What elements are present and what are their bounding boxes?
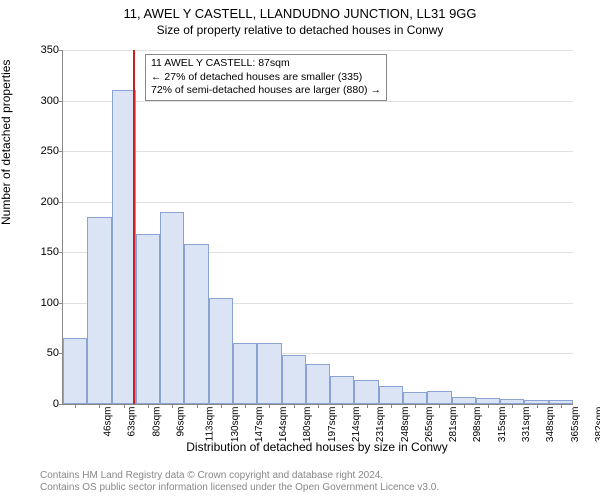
x-tick-mark bbox=[439, 404, 440, 408]
histogram-bar bbox=[209, 298, 233, 404]
chart-title: 11, AWEL Y CASTELL, LLANDUDNO JUNCTION, … bbox=[0, 0, 600, 21]
x-axis-label: Distribution of detached houses by size … bbox=[62, 440, 572, 454]
x-tick-mark bbox=[269, 404, 270, 408]
x-tick-mark bbox=[342, 404, 343, 408]
y-tick-label: 0 bbox=[25, 398, 59, 410]
x-tick-label: 248sqm bbox=[400, 407, 411, 443]
histogram-bar bbox=[427, 391, 451, 404]
x-tick-label: 365sqm bbox=[570, 407, 581, 443]
x-tick-mark bbox=[99, 404, 100, 408]
x-tick-label: 348sqm bbox=[545, 407, 556, 443]
x-tick-mark bbox=[148, 404, 149, 408]
histogram-bar bbox=[354, 380, 378, 404]
x-tick-label: 214sqm bbox=[351, 407, 362, 443]
x-tick-label: 80sqm bbox=[151, 407, 162, 437]
x-tick-label: 298sqm bbox=[473, 407, 484, 443]
y-tick-mark bbox=[59, 101, 63, 102]
histogram-bar bbox=[63, 338, 87, 404]
x-tick-mark bbox=[318, 404, 319, 408]
x-tick-mark bbox=[172, 404, 173, 408]
x-tick-label: 197sqm bbox=[327, 407, 338, 443]
x-tick-mark bbox=[488, 404, 489, 408]
x-tick-label: 315sqm bbox=[497, 407, 508, 443]
chart-subtitle: Size of property relative to detached ho… bbox=[0, 21, 600, 37]
x-tick-mark bbox=[294, 404, 295, 408]
y-tick-label: 200 bbox=[25, 196, 59, 208]
x-tick-label: 113sqm bbox=[205, 407, 216, 442]
footer-attribution: Contains HM Land Registry data © Crown c… bbox=[40, 470, 439, 494]
x-tick-mark bbox=[512, 404, 513, 408]
histogram-bar bbox=[330, 376, 354, 404]
y-tick-mark bbox=[59, 50, 63, 51]
x-tick-label: 231sqm bbox=[375, 407, 386, 443]
x-tick-label: 331sqm bbox=[521, 407, 532, 443]
gridline bbox=[63, 202, 573, 203]
x-tick-label: 382sqm bbox=[594, 407, 600, 443]
annotation-line: 72% of semi-detached houses are larger (… bbox=[151, 84, 381, 98]
chart-container: 11, AWEL Y CASTELL, LLANDUDNO JUNCTION, … bbox=[0, 0, 600, 500]
histogram-bar bbox=[257, 343, 281, 404]
y-tick-mark bbox=[59, 202, 63, 203]
y-tick-label: 100 bbox=[25, 297, 59, 309]
y-tick-mark bbox=[59, 252, 63, 253]
x-tick-label: 130sqm bbox=[230, 407, 241, 443]
x-tick-label: 96sqm bbox=[176, 407, 187, 437]
footer-line1: Contains HM Land Registry data © Crown c… bbox=[40, 470, 439, 482]
histogram-bar bbox=[282, 355, 306, 404]
y-tick-label: 150 bbox=[25, 246, 59, 258]
y-tick-label: 250 bbox=[25, 145, 59, 157]
x-tick-mark bbox=[245, 404, 246, 408]
x-tick-mark bbox=[391, 404, 392, 408]
x-tick-mark bbox=[124, 404, 125, 408]
y-tick-label: 50 bbox=[25, 347, 59, 359]
y-tick-mark bbox=[59, 303, 63, 304]
histogram-bar bbox=[233, 343, 257, 404]
histogram-bar bbox=[452, 397, 476, 404]
plot-area: 05010015020025030035046sqm63sqm80sqm96sq… bbox=[62, 50, 573, 405]
y-tick-label: 300 bbox=[25, 95, 59, 107]
annotation-line: ← 27% of detached houses are smaller (33… bbox=[151, 71, 381, 85]
histogram-bar bbox=[306, 364, 330, 404]
x-tick-mark bbox=[367, 404, 368, 408]
y-tick-label: 350 bbox=[25, 44, 59, 56]
footer-line2: Contains OS public sector information li… bbox=[40, 482, 439, 494]
reference-line bbox=[133, 50, 135, 404]
histogram-bar bbox=[136, 234, 160, 404]
gridline bbox=[63, 151, 573, 152]
x-tick-label: 147sqm bbox=[254, 407, 265, 443]
x-tick-label: 265sqm bbox=[424, 407, 435, 443]
y-axis-label: Number of detached properties bbox=[0, 60, 13, 225]
histogram-bar bbox=[87, 217, 111, 404]
histogram-bar bbox=[184, 244, 208, 404]
x-tick-mark bbox=[197, 404, 198, 408]
x-tick-mark bbox=[221, 404, 222, 408]
x-tick-label: 281sqm bbox=[448, 407, 459, 443]
x-tick-label: 180sqm bbox=[303, 407, 314, 443]
x-tick-mark bbox=[561, 404, 562, 408]
x-tick-mark bbox=[537, 404, 538, 408]
x-tick-mark bbox=[415, 404, 416, 408]
annotation-line: 11 AWEL Y CASTELL: 87sqm bbox=[151, 57, 381, 71]
y-tick-mark bbox=[59, 151, 63, 152]
x-tick-mark bbox=[464, 404, 465, 408]
histogram-bar bbox=[379, 386, 403, 404]
x-tick-mark bbox=[75, 404, 76, 408]
histogram-bar bbox=[403, 392, 427, 404]
histogram-bar bbox=[160, 212, 184, 404]
annotation-box: 11 AWEL Y CASTELL: 87sqm← 27% of detache… bbox=[145, 54, 387, 101]
gridline bbox=[63, 50, 573, 51]
x-tick-label: 164sqm bbox=[278, 407, 289, 443]
y-tick-mark bbox=[59, 404, 63, 405]
x-tick-label: 63sqm bbox=[127, 407, 138, 437]
x-tick-label: 46sqm bbox=[103, 407, 114, 437]
